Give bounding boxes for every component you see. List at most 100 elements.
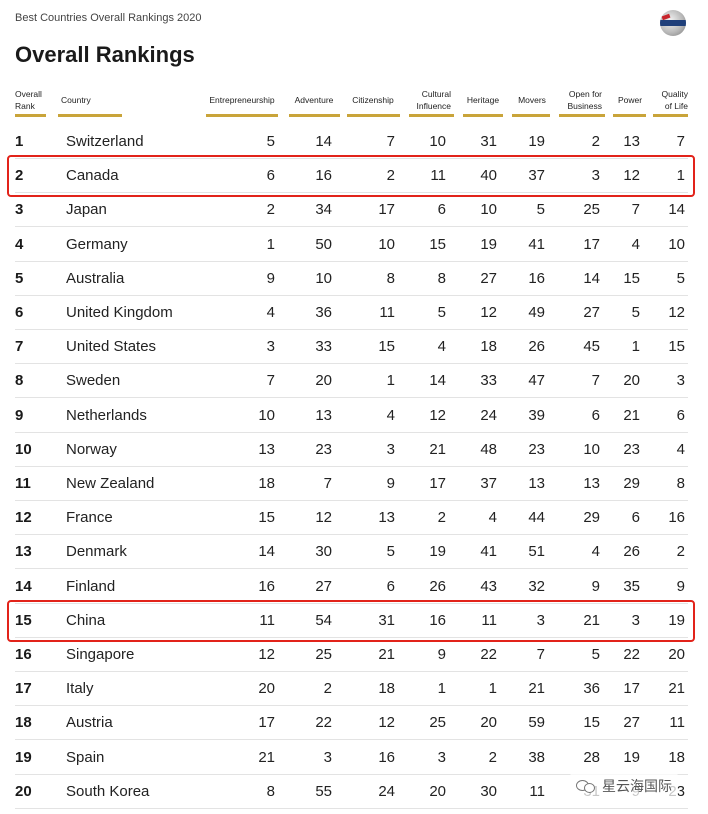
table-row[interactable]: 6 United Kingdom 4 36 11 5 12 49 27 5 12 xyxy=(15,296,688,330)
country-cell[interactable]: United States xyxy=(66,338,157,356)
header-underline xyxy=(653,114,688,117)
header-underline xyxy=(559,114,605,117)
country-cell[interactable]: Singapore xyxy=(66,646,135,663)
rank-cell: 10 xyxy=(15,440,32,458)
score-cell: 14 xyxy=(315,133,332,150)
country-cell[interactable]: South Korea xyxy=(66,782,150,800)
header-line: of Life xyxy=(664,101,688,111)
row-divider xyxy=(15,636,688,638)
row-divider xyxy=(15,158,688,159)
header-underline xyxy=(289,114,340,117)
score-cell: 49 xyxy=(528,304,545,321)
table-row[interactable]: 2 Canada 6 16 2 11 40 37 3 12 1 xyxy=(15,159,688,194)
table-row[interactable]: 17 Italy 20 2 18 1 1 21 36 17 21 xyxy=(15,672,688,707)
score-cell: 2 xyxy=(266,201,275,219)
score-cell: 4 xyxy=(676,440,685,458)
country-cell[interactable]: Germany xyxy=(66,235,128,253)
table-row[interactable]: 11 New Zealand 18 7 9 17 37 13 13 29 8 xyxy=(15,467,688,501)
table-row[interactable]: 19 Spain 21 3 16 3 2 38 28 19 18 xyxy=(15,741,688,775)
country-cell[interactable]: United Kingdom xyxy=(66,304,173,321)
score-cell: 50 xyxy=(315,235,332,253)
table-row[interactable]: 15 China 11 54 31 16 11 3 21 3 19 xyxy=(15,604,688,638)
column-header-movers[interactable]: Movers xyxy=(518,95,546,105)
score-cell: 27 xyxy=(315,577,332,595)
score-cell: 12 xyxy=(668,304,685,321)
score-cell: 36 xyxy=(583,680,600,698)
score-cell: 5 xyxy=(631,304,640,321)
row-divider xyxy=(15,465,688,467)
column-header-adventure[interactable]: Adventure xyxy=(294,95,334,105)
country-cell[interactable]: Austria xyxy=(66,714,113,732)
score-cell: 44 xyxy=(528,509,545,527)
column-header-quality-of-life[interactable]: Quality of Life xyxy=(652,84,688,116)
column-header-open-for-business[interactable]: Open for Business xyxy=(560,84,603,116)
table-row[interactable]: 14 Finland 16 27 6 26 43 32 9 35 9 xyxy=(15,570,688,604)
score-cell: 51 xyxy=(528,543,545,561)
score-cell: 5 xyxy=(437,304,446,321)
score-cell: 27 xyxy=(623,714,640,732)
country-cell[interactable]: Canada xyxy=(66,167,119,185)
country-cell[interactable]: Norway xyxy=(66,440,117,458)
country-cell[interactable]: France xyxy=(66,509,113,527)
score-cell: 54 xyxy=(315,611,332,629)
column-header-country[interactable]: Country xyxy=(61,95,91,105)
table-row[interactable]: 12 France 15 12 13 2 4 44 29 6 16 xyxy=(15,501,688,536)
row-divider xyxy=(15,705,688,707)
score-cell: 1 xyxy=(488,680,497,698)
column-header-overall-rank[interactable]: Overall Rank xyxy=(15,84,55,116)
table-row[interactable]: 3 Japan 2 34 17 6 10 5 25 7 14 xyxy=(15,193,688,228)
score-cell: 19 xyxy=(623,748,640,766)
column-header-power[interactable]: Power xyxy=(617,95,643,105)
score-cell: 9 xyxy=(591,577,600,595)
country-cell[interactable]: Australia xyxy=(66,269,125,287)
row-divider xyxy=(15,329,688,330)
column-header-heritage[interactable]: Heritage xyxy=(466,95,500,105)
score-cell: 22 xyxy=(480,646,497,663)
score-cell: 19 xyxy=(528,133,545,150)
country-cell[interactable]: Japan xyxy=(66,201,107,219)
score-cell: 2 xyxy=(676,543,685,561)
row-divider xyxy=(15,773,688,775)
country-cell[interactable]: Italy xyxy=(66,680,94,698)
score-cell: 8 xyxy=(437,269,446,287)
column-header-citizenship[interactable]: Citizenship xyxy=(352,95,394,105)
rank-cell: 15 xyxy=(15,611,32,629)
score-cell: 47 xyxy=(528,372,545,390)
score-cell: 4 xyxy=(386,406,395,424)
table-row[interactable]: 13 Denmark 14 30 5 19 41 51 4 26 2 xyxy=(15,535,688,570)
country-cell[interactable]: Denmark xyxy=(66,543,127,561)
table-row[interactable]: 9 Netherlands 10 13 4 12 24 39 6 21 6 xyxy=(15,399,688,433)
score-cell: 13 xyxy=(378,509,395,527)
table-row[interactable]: 4 Germany 1 50 10 15 19 41 17 4 10 xyxy=(15,228,688,262)
score-cell: 17 xyxy=(258,714,275,732)
table-row[interactable]: 10 Norway 13 23 3 21 48 23 10 23 4 xyxy=(15,433,688,467)
score-cell: 8 xyxy=(676,475,685,492)
score-cell: 21 xyxy=(429,440,446,458)
table-row[interactable]: 5 Australia 9 10 8 8 27 16 14 15 5 xyxy=(15,262,688,296)
score-cell: 7 xyxy=(591,372,600,390)
rank-cell: 14 xyxy=(15,577,32,595)
country-cell[interactable]: New Zealand xyxy=(66,475,155,492)
row-divider xyxy=(15,500,688,501)
country-cell[interactable]: China xyxy=(66,611,106,629)
score-cell: 3 xyxy=(536,611,545,629)
score-cell: 3 xyxy=(266,338,275,356)
score-cell: 12 xyxy=(378,714,395,732)
score-cell: 13 xyxy=(623,133,640,150)
table-row[interactable]: 16 Singapore 12 25 21 9 22 7 5 22 20 xyxy=(15,638,688,672)
table-row[interactable]: 1 Switzerland 5 14 7 10 31 19 2 13 7 xyxy=(15,125,688,159)
country-cell[interactable]: Sweden xyxy=(66,372,121,390)
country-cell[interactable]: Spain xyxy=(66,748,105,766)
table-row[interactable]: 18 Austria 17 22 12 25 20 59 15 27 11 xyxy=(15,706,688,741)
score-cell: 25 xyxy=(429,714,446,732)
country-cell[interactable]: Switzerland xyxy=(66,133,144,150)
score-cell: 36 xyxy=(315,304,332,321)
country-cell[interactable]: Finland xyxy=(66,577,116,595)
column-header-cultural-influence[interactable]: Cultural Influence xyxy=(405,84,452,116)
country-cell[interactable]: Netherlands xyxy=(66,406,147,424)
table-row[interactable]: 7 United States 3 33 15 4 18 26 45 1 15 xyxy=(15,330,688,365)
score-cell: 41 xyxy=(480,543,497,561)
table-row[interactable]: 8 Sweden 7 20 1 14 33 47 7 20 3 xyxy=(15,364,688,399)
column-header-entrepreneurship[interactable]: Entrepreneurship xyxy=(209,95,275,105)
score-cell: 7 xyxy=(631,201,640,219)
